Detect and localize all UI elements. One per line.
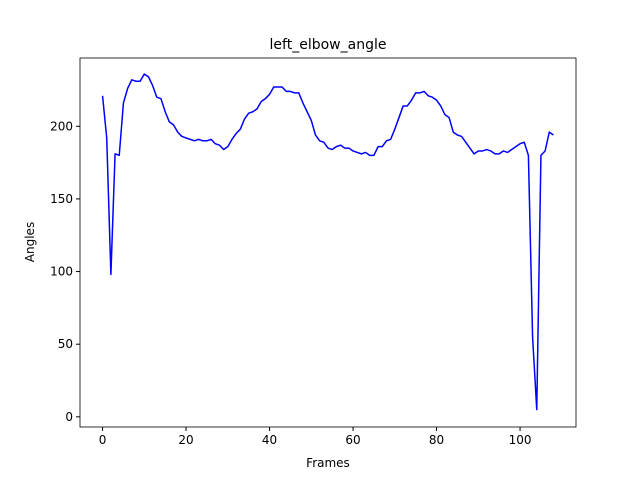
x-axis-label: Frames bbox=[306, 456, 350, 470]
x-tick-label: 0 bbox=[99, 433, 107, 447]
y-tick-label: 100 bbox=[50, 265, 73, 279]
x-tick-label: 80 bbox=[429, 433, 444, 447]
y-tick-label: 50 bbox=[58, 337, 73, 351]
x-tick-label: 60 bbox=[345, 433, 360, 447]
data-line bbox=[101, 73, 554, 411]
plot-frame bbox=[79, 57, 577, 428]
y-axis-label: Angles bbox=[23, 222, 37, 262]
y-tick-label: 200 bbox=[50, 119, 73, 133]
y-tick-label: 0 bbox=[65, 410, 73, 424]
x-tick-label: 20 bbox=[178, 433, 193, 447]
chart-title: left_elbow_angle bbox=[270, 37, 387, 53]
x-tick-label: 100 bbox=[509, 433, 532, 447]
x-tick-label: 40 bbox=[262, 433, 277, 447]
y-tick-label: 150 bbox=[50, 192, 73, 206]
